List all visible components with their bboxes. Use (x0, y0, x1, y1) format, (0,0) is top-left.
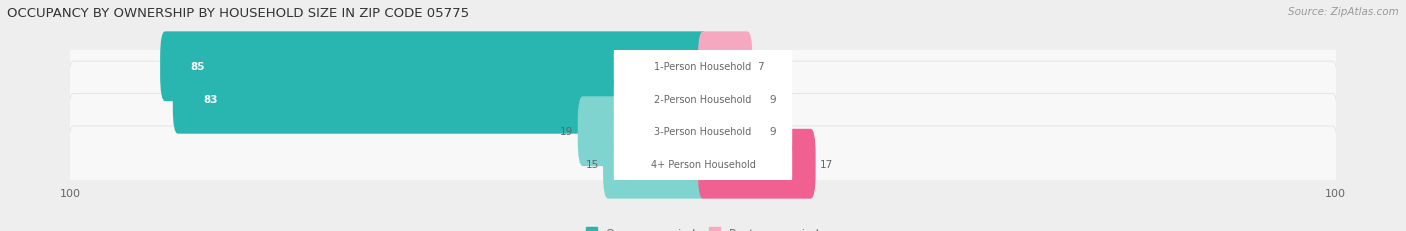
FancyBboxPatch shape (614, 102, 792, 161)
FancyBboxPatch shape (697, 64, 765, 134)
FancyBboxPatch shape (603, 129, 709, 199)
FancyBboxPatch shape (160, 32, 709, 102)
Text: 2-Person Household: 2-Person Household (654, 94, 752, 104)
Text: 15: 15 (585, 159, 599, 169)
Text: 9: 9 (769, 94, 776, 104)
FancyBboxPatch shape (614, 70, 792, 129)
FancyBboxPatch shape (614, 38, 792, 96)
FancyBboxPatch shape (69, 30, 1337, 104)
Text: 85: 85 (190, 62, 205, 72)
FancyBboxPatch shape (69, 94, 1337, 169)
FancyBboxPatch shape (173, 64, 709, 134)
Text: Source: ZipAtlas.com: Source: ZipAtlas.com (1288, 7, 1399, 17)
Text: 3-Person Household: 3-Person Household (654, 127, 752, 137)
Legend: Owner-occupied, Renter-occupied: Owner-occupied, Renter-occupied (581, 223, 825, 231)
Text: 9: 9 (769, 127, 776, 137)
FancyBboxPatch shape (697, 97, 765, 166)
Text: 1-Person Household: 1-Person Household (654, 62, 752, 72)
FancyBboxPatch shape (69, 62, 1337, 137)
Text: 7: 7 (756, 62, 763, 72)
Text: 4+ Person Household: 4+ Person Household (651, 159, 755, 169)
Text: OCCUPANCY BY OWNERSHIP BY HOUSEHOLD SIZE IN ZIP CODE 05775: OCCUPANCY BY OWNERSHIP BY HOUSEHOLD SIZE… (7, 7, 470, 20)
FancyBboxPatch shape (614, 135, 792, 193)
Text: 19: 19 (560, 127, 574, 137)
Text: 83: 83 (202, 94, 218, 104)
FancyBboxPatch shape (697, 129, 815, 199)
Text: 17: 17 (820, 159, 834, 169)
FancyBboxPatch shape (69, 127, 1337, 201)
FancyBboxPatch shape (697, 32, 752, 102)
FancyBboxPatch shape (578, 97, 709, 166)
